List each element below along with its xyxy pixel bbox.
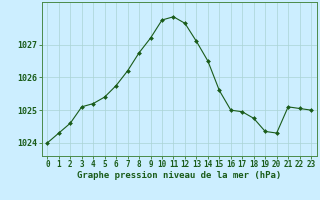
X-axis label: Graphe pression niveau de la mer (hPa): Graphe pression niveau de la mer (hPa) — [77, 171, 281, 180]
